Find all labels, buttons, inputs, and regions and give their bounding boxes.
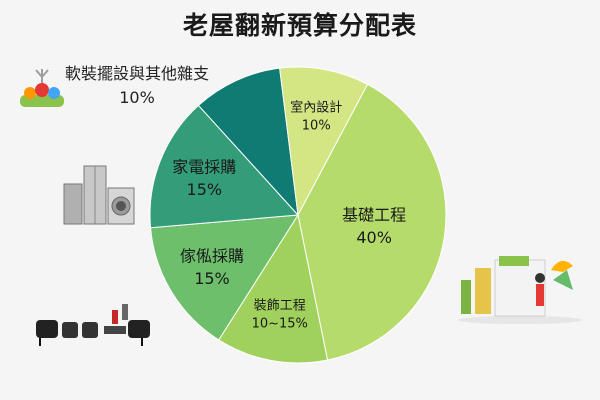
chart-title: 老屋翻新預算分配表 — [182, 11, 417, 40]
soft-furnishing-illustration-icon — [20, 69, 64, 107]
slice-label-external: 軟裝擺設與其他雜支 10% — [52, 62, 222, 110]
pie-labels: 基礎工程 40% 裝飾工程 10~15% 傢俬採購 15% 家電採購 15% 室內設計 10% — [172, 99, 406, 331]
slice-value-0: 40% — [356, 228, 392, 247]
slice-label-5: 室內設計 — [290, 99, 342, 115]
pie-slice-0 — [297, 83, 447, 361]
slice-label-0: 基礎工程 — [342, 205, 406, 224]
pie-slice-2 — [150, 214, 299, 341]
slice-value-5: 10% — [302, 119, 331, 134]
pie-slice-5 — [279, 66, 369, 217]
slice-label-soft-furnishing: 軟裝擺設與其他雜支 — [64, 64, 209, 83]
pie-slice-3 — [149, 104, 300, 229]
slice-value-2: 15% — [194, 269, 230, 288]
pie-slice-1 — [218, 213, 329, 364]
pie-slices — [149, 66, 447, 364]
slice-label-2: 傢俬採購 — [180, 247, 244, 266]
furniture-illustration-icon — [36, 304, 150, 346]
slice-value-soft-furnishing: 10% — [119, 88, 155, 107]
appliances-illustration-icon — [63, 165, 135, 225]
pie-slice-4 — [197, 67, 299, 217]
slice-value-3: 15% — [187, 180, 223, 199]
slice-label-3: 家電採購 — [172, 158, 236, 177]
slice-value-1: 10~15% — [252, 317, 308, 332]
slice-label-1: 裝飾工程 — [254, 298, 306, 313]
decorating-illustration-icon — [458, 256, 582, 324]
